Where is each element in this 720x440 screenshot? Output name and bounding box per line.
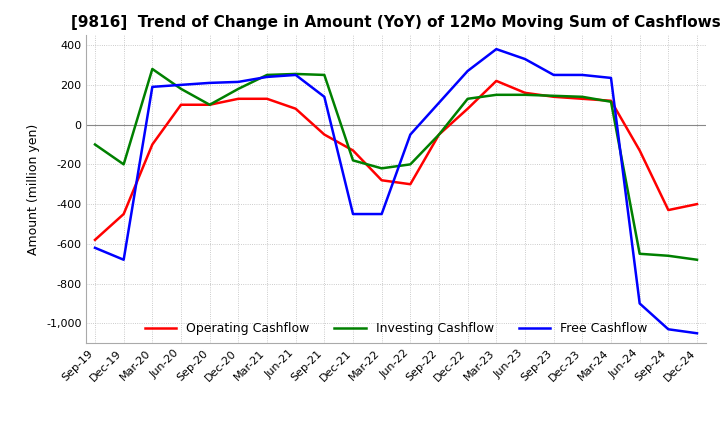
- Investing Cashflow: [292, 71, 300, 77]
- Operating Cashflow: [435, 132, 444, 137]
- Operating Cashflow: [464, 106, 472, 111]
- Operating Cashflow: [234, 96, 243, 102]
- Free Cashflow: [348, 211, 357, 216]
- Free Cashflow: [549, 72, 558, 77]
- Free Cashflow: [91, 245, 99, 250]
- Free Cashflow: [464, 68, 472, 73]
- Free Cashflow: [120, 257, 128, 262]
- Operating Cashflow: [406, 182, 415, 187]
- Investing Cashflow: [578, 94, 587, 99]
- Investing Cashflow: [635, 251, 644, 257]
- Operating Cashflow: [263, 96, 271, 102]
- Free Cashflow: [263, 74, 271, 80]
- Y-axis label: Amount (million yen): Amount (million yen): [27, 124, 40, 255]
- Free Cashflow: [635, 301, 644, 306]
- Investing Cashflow: [521, 92, 529, 97]
- Line: Operating Cashflow: Operating Cashflow: [95, 81, 697, 240]
- Free Cashflow: [435, 100, 444, 106]
- Investing Cashflow: [464, 96, 472, 102]
- Operating Cashflow: [549, 94, 558, 99]
- Line: Free Cashflow: Free Cashflow: [95, 49, 697, 333]
- Operating Cashflow: [205, 102, 214, 107]
- Free Cashflow: [578, 72, 587, 77]
- Legend: Operating Cashflow, Investing Cashflow, Free Cashflow: Operating Cashflow, Investing Cashflow, …: [140, 317, 652, 340]
- Operating Cashflow: [320, 132, 328, 137]
- Free Cashflow: [377, 211, 386, 216]
- Investing Cashflow: [664, 253, 672, 258]
- Operating Cashflow: [292, 106, 300, 111]
- Free Cashflow: [406, 132, 415, 137]
- Title: [9816]  Trend of Change in Amount (YoY) of 12Mo Moving Sum of Cashflows: [9816] Trend of Change in Amount (YoY) o…: [71, 15, 720, 30]
- Investing Cashflow: [176, 86, 185, 92]
- Operating Cashflow: [521, 90, 529, 95]
- Operating Cashflow: [492, 78, 500, 84]
- Investing Cashflow: [693, 257, 701, 262]
- Free Cashflow: [492, 47, 500, 52]
- Operating Cashflow: [664, 207, 672, 213]
- Investing Cashflow: [320, 72, 328, 77]
- Investing Cashflow: [435, 132, 444, 137]
- Investing Cashflow: [406, 162, 415, 167]
- Investing Cashflow: [492, 92, 500, 97]
- Investing Cashflow: [263, 72, 271, 77]
- Free Cashflow: [148, 84, 157, 89]
- Free Cashflow: [234, 79, 243, 84]
- Free Cashflow: [176, 82, 185, 88]
- Investing Cashflow: [549, 93, 558, 99]
- Operating Cashflow: [120, 211, 128, 216]
- Investing Cashflow: [205, 102, 214, 107]
- Operating Cashflow: [348, 148, 357, 153]
- Investing Cashflow: [120, 162, 128, 167]
- Free Cashflow: [607, 75, 616, 81]
- Operating Cashflow: [91, 237, 99, 242]
- Operating Cashflow: [377, 178, 386, 183]
- Operating Cashflow: [635, 148, 644, 153]
- Free Cashflow: [205, 80, 214, 85]
- Line: Investing Cashflow: Investing Cashflow: [95, 69, 697, 260]
- Investing Cashflow: [377, 166, 386, 171]
- Operating Cashflow: [578, 96, 587, 102]
- Free Cashflow: [693, 330, 701, 336]
- Investing Cashflow: [234, 86, 243, 92]
- Operating Cashflow: [176, 102, 185, 107]
- Operating Cashflow: [693, 202, 701, 207]
- Investing Cashflow: [148, 66, 157, 72]
- Free Cashflow: [292, 72, 300, 77]
- Investing Cashflow: [348, 158, 357, 163]
- Free Cashflow: [521, 56, 529, 62]
- Operating Cashflow: [148, 142, 157, 147]
- Investing Cashflow: [91, 142, 99, 147]
- Investing Cashflow: [607, 99, 616, 104]
- Free Cashflow: [664, 326, 672, 332]
- Operating Cashflow: [607, 98, 616, 103]
- Free Cashflow: [320, 94, 328, 99]
